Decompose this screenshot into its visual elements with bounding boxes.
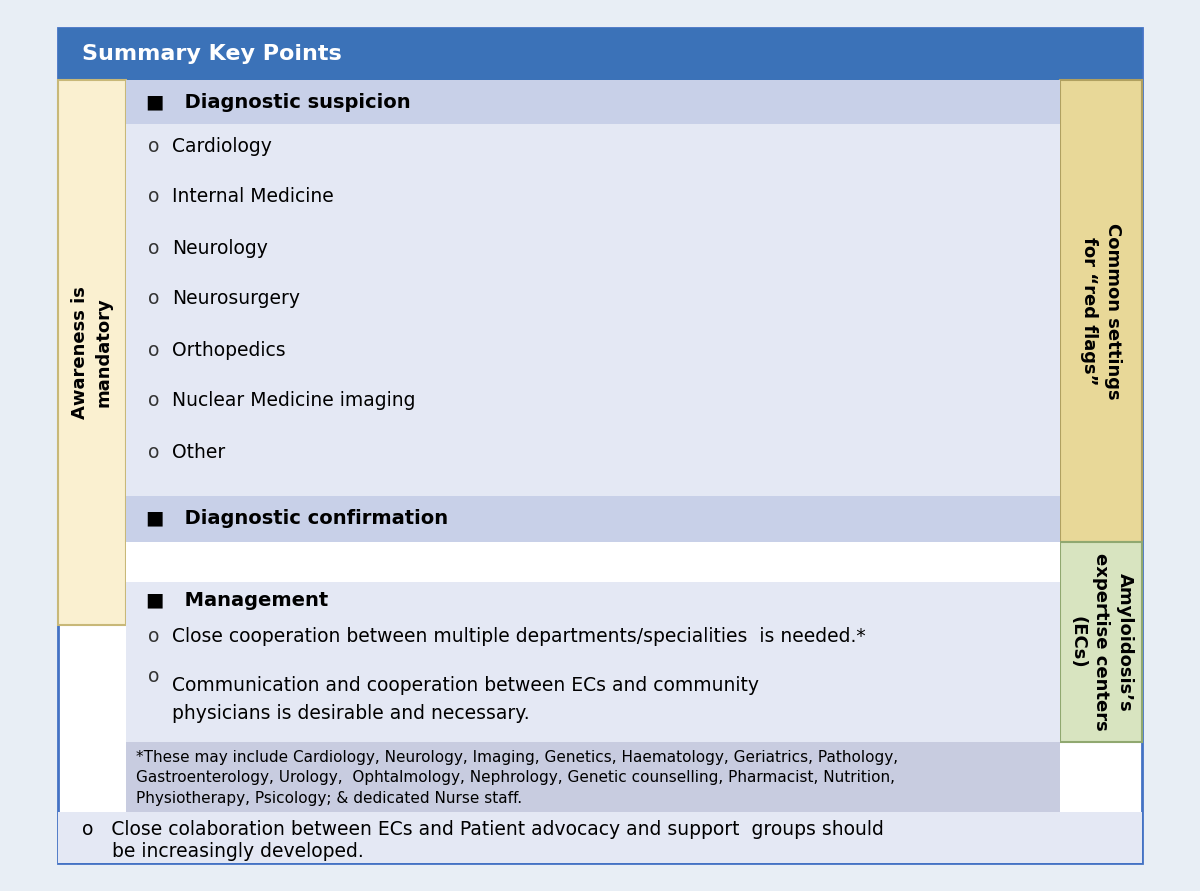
- Text: o: o: [148, 666, 160, 685]
- Text: *These may include Cardiology, Neurology, Imaging, Genetics, Haematology, Geriat: *These may include Cardiology, Neurology…: [136, 750, 898, 805]
- Bar: [58, 28, 1142, 80]
- Text: o: o: [148, 626, 160, 645]
- Text: be increasingly developed.: be increasingly developed.: [82, 842, 364, 861]
- Text: Orthopedics: Orthopedics: [172, 340, 286, 359]
- Text: Common settings
for “red flags”: Common settings for “red flags”: [1080, 223, 1122, 399]
- Text: Close cooperation between multiple departments/specialities  is needed.*: Close cooperation between multiple depar…: [172, 626, 865, 645]
- Text: Cardiology: Cardiology: [172, 136, 272, 156]
- Bar: [126, 582, 1060, 742]
- Text: ■   Diagnostic suspicion: ■ Diagnostic suspicion: [146, 93, 410, 111]
- Bar: [126, 124, 1060, 496]
- Bar: [126, 496, 1060, 542]
- Text: o   Close colaboration between ECs and Patient advocacy and support  groups shou: o Close colaboration between ECs and Pat…: [82, 820, 884, 839]
- Text: o: o: [148, 340, 160, 359]
- Text: o: o: [148, 239, 160, 257]
- Bar: [58, 80, 126, 625]
- Text: o: o: [148, 136, 160, 156]
- Text: Nuclear Medicine imaging: Nuclear Medicine imaging: [172, 391, 415, 411]
- Bar: [126, 542, 1060, 582]
- Text: Communication and cooperation between ECs and community
physicians is desirable : Communication and cooperation between EC…: [172, 676, 760, 723]
- Text: o: o: [148, 290, 160, 308]
- Text: Other: Other: [172, 443, 226, 462]
- Text: Awareness is
mandatory: Awareness is mandatory: [71, 286, 113, 419]
- Bar: [58, 812, 1142, 863]
- Text: Summary Key Points: Summary Key Points: [82, 44, 342, 64]
- Text: ■   Management: ■ Management: [146, 592, 329, 610]
- Text: Neurology: Neurology: [172, 239, 268, 257]
- Bar: [1060, 80, 1142, 542]
- Text: Amyloidosis’s
expertise centers
(ECs): Amyloidosis’s expertise centers (ECs): [1068, 553, 1134, 731]
- Text: ■   Diagnostic confirmation: ■ Diagnostic confirmation: [146, 510, 448, 528]
- Bar: [126, 742, 1060, 812]
- Text: o: o: [148, 187, 160, 207]
- Text: o: o: [148, 391, 160, 411]
- Bar: [1060, 542, 1142, 742]
- Bar: [126, 80, 1060, 124]
- Text: o: o: [148, 443, 160, 462]
- Text: Internal Medicine: Internal Medicine: [172, 187, 334, 207]
- Text: Neurosurgery: Neurosurgery: [172, 290, 300, 308]
